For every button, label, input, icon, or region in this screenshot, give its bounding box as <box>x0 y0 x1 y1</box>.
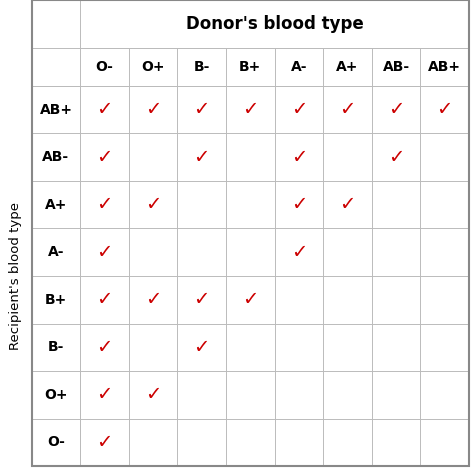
Text: ✓: ✓ <box>145 100 161 119</box>
Text: ✓: ✓ <box>291 148 307 167</box>
Text: A-: A- <box>48 245 64 259</box>
Text: ✓: ✓ <box>96 338 112 357</box>
Text: A+: A+ <box>336 60 359 74</box>
Text: A-: A- <box>291 60 307 74</box>
Text: B+: B+ <box>239 60 261 74</box>
Text: ✓: ✓ <box>388 100 404 119</box>
Text: ✓: ✓ <box>193 338 210 357</box>
Text: ✓: ✓ <box>145 195 161 214</box>
Text: A+: A+ <box>45 198 67 212</box>
Text: B-: B- <box>193 60 210 74</box>
Text: ✓: ✓ <box>291 100 307 119</box>
Bar <box>80 0 469 48</box>
Text: ✓: ✓ <box>145 290 161 309</box>
Text: ✓: ✓ <box>242 290 258 309</box>
Text: ✓: ✓ <box>193 100 210 119</box>
Text: B-: B- <box>48 340 64 354</box>
Text: ✓: ✓ <box>193 148 210 167</box>
Text: ✓: ✓ <box>193 290 210 309</box>
Text: ✓: ✓ <box>96 148 112 167</box>
Text: O-: O- <box>95 60 113 74</box>
Text: AB+: AB+ <box>39 103 73 117</box>
Text: ✓: ✓ <box>242 100 258 119</box>
Text: AB+: AB+ <box>428 60 461 74</box>
Text: Donor's blood type: Donor's blood type <box>186 15 364 33</box>
Text: ✓: ✓ <box>291 195 307 214</box>
Text: ✓: ✓ <box>96 290 112 309</box>
Text: ✓: ✓ <box>437 100 453 119</box>
Text: O+: O+ <box>44 388 68 402</box>
Text: ✓: ✓ <box>96 433 112 452</box>
Text: ✓: ✓ <box>96 195 112 214</box>
Text: B+: B+ <box>45 293 67 307</box>
Text: ✓: ✓ <box>145 385 161 404</box>
Text: ✓: ✓ <box>291 243 307 262</box>
Text: ✓: ✓ <box>339 195 356 214</box>
Text: ✓: ✓ <box>388 148 404 167</box>
Text: Recipient's blood type: Recipient's blood type <box>9 202 22 350</box>
Text: ✓: ✓ <box>96 385 112 404</box>
Text: O+: O+ <box>141 60 164 74</box>
Text: ✓: ✓ <box>339 100 356 119</box>
Text: ✓: ✓ <box>96 100 112 119</box>
Text: ✓: ✓ <box>96 243 112 262</box>
Text: O-: O- <box>47 435 65 449</box>
Text: AB-: AB- <box>43 150 70 164</box>
Text: AB-: AB- <box>383 60 410 74</box>
